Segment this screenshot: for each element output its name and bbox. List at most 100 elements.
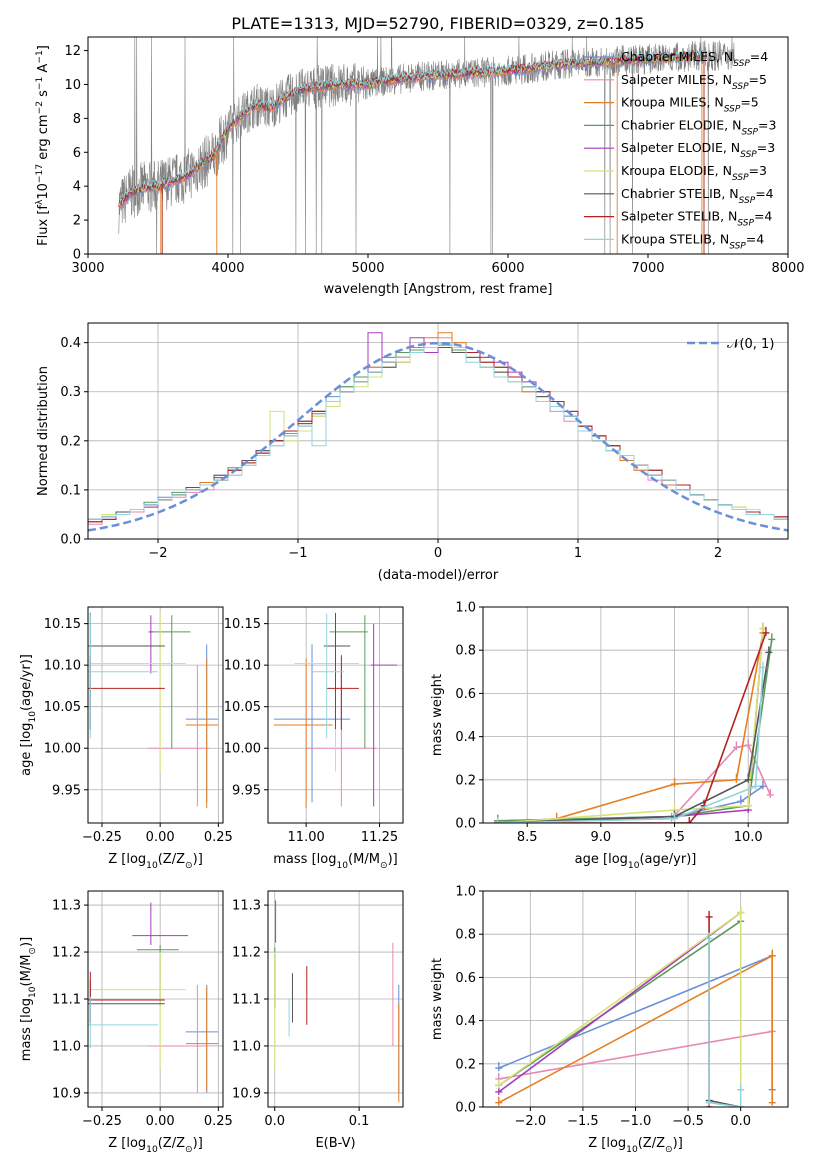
weight-line bbox=[498, 920, 742, 1087]
legend-label: Salpeter STELIB, NSSP=4 bbox=[621, 209, 772, 229]
x-tick-label: 9.0 bbox=[591, 830, 612, 845]
x-axis-label: Z [log10(Z/Z⊙)] bbox=[108, 1136, 203, 1155]
x-axis-label-part: ⊙ bbox=[665, 1145, 673, 1155]
x-tick-label: 7000 bbox=[631, 261, 664, 276]
weight-line bbox=[498, 1030, 773, 1080]
x-tick-label: 0.25 bbox=[204, 1114, 233, 1129]
x-axis-label: Z [log10(Z/Z⊙)] bbox=[588, 1136, 683, 1155]
y-tick-label: 11.0 bbox=[52, 1039, 81, 1054]
y-tick-label: 11.3 bbox=[232, 899, 261, 914]
x-axis-label-part: ⊙ bbox=[185, 1145, 193, 1155]
errorbar-data bbox=[274, 900, 400, 1103]
legend-nssp-sub: SSP bbox=[732, 173, 749, 183]
y-tick-label: 0.1 bbox=[60, 483, 81, 498]
y-tick-label: 11.1 bbox=[52, 993, 81, 1008]
axes-frame bbox=[87, 36, 789, 255]
x-tick-label: 1 bbox=[574, 546, 582, 561]
y-tick-label: 0.2 bbox=[455, 1057, 476, 1072]
legend-nssp-value: =3 bbox=[757, 140, 775, 155]
x-axis-label-part: )] bbox=[673, 1136, 683, 1151]
x-axis-label-part: 10 bbox=[628, 861, 640, 871]
weight-line bbox=[497, 628, 764, 823]
x-tick-label: 8.5 bbox=[517, 830, 538, 845]
x-tick-label: 11.00 bbox=[288, 830, 325, 845]
x-tick-label: 0.25 bbox=[204, 830, 233, 845]
weight-data bbox=[495, 906, 776, 1107]
y-tick-label: 12 bbox=[64, 44, 81, 59]
x-axis-label-part: 10 bbox=[626, 1145, 638, 1155]
legend-nssp-sub: SSP bbox=[733, 59, 750, 69]
x-axis-label-part: (Z/Z bbox=[158, 1136, 185, 1151]
y-tick-label: 10.9 bbox=[52, 1086, 81, 1101]
residual-data bbox=[88, 332, 788, 532]
y-tick-label: 1.0 bbox=[455, 885, 476, 900]
y-tick-label: 11.0 bbox=[232, 1039, 261, 1054]
y-tick-label: 10.15 bbox=[44, 617, 81, 632]
y-tick-label: 0.0 bbox=[60, 533, 81, 548]
x-axis-label-part: )] bbox=[193, 1136, 203, 1151]
legend-nssp-value: =4 bbox=[754, 209, 772, 224]
legend-nssp-sub: SSP bbox=[729, 241, 746, 251]
x-axis-label-part: ⊙ bbox=[380, 861, 388, 871]
x-tick-label: −1.5 bbox=[567, 1114, 599, 1129]
y-tick-label: 10 bbox=[64, 78, 81, 93]
y-tick-label: 0.8 bbox=[455, 928, 476, 943]
y-axis-label: mass weight bbox=[430, 958, 445, 1040]
y-axis-label-part: Flux [f bbox=[36, 205, 51, 246]
x-axis-label-part: mass [log bbox=[273, 852, 336, 867]
y-tick-label: 10.9 bbox=[232, 1086, 261, 1101]
chart-weight_vs_age: 8.5 9.0 9.5 10.0 0.0 0.2 0.4 0.6 0.8 1.0 age [log1… bbox=[430, 601, 789, 871]
chart-weight_vs_Z: −2.0 −1.5 −1.0 −0.5 0.0 0.0 0.2 0.4 0.6 0.8 1.0 Z [… bbox=[430, 885, 789, 1155]
y-axis-label: Flux [fλ10−17 erg cm−2 s−1 A−1] bbox=[35, 45, 51, 246]
y-tick-label: 0.4 bbox=[60, 336, 81, 351]
observed-spectrum bbox=[118, 37, 736, 254]
legend-label: Salpeter MILES, NSSP=5 bbox=[621, 72, 767, 92]
chart-age_vs_mass: 11.00 11.25 9.95 10.00 10.05 10.10 10.15 mass [… bbox=[224, 606, 404, 871]
legend-label: Chabrier STELIB, NSSP=4 bbox=[621, 186, 774, 206]
x-axis-label-part: Z [log bbox=[588, 1136, 626, 1151]
legend-nssp-value: =3 bbox=[758, 117, 776, 132]
x-tick-label: 0.00 bbox=[146, 830, 175, 845]
x-tick-label: −0.5 bbox=[672, 1114, 704, 1129]
x-axis-label: E(B-V) bbox=[315, 1136, 355, 1151]
x-tick-label: 8000 bbox=[771, 261, 804, 276]
y-tick-label: 10.05 bbox=[224, 700, 261, 715]
x-axis-label: age [log10(age/yr)] bbox=[575, 852, 697, 871]
errorbar-data bbox=[88, 612, 219, 809]
x-tick-label: 0.00 bbox=[146, 1114, 175, 1129]
legend-nssp-sub: SSP bbox=[740, 150, 757, 160]
x-axis-label-part: Z [log bbox=[108, 852, 146, 867]
chart-spectrum: 3000 4000 5000 6000 7000 8000 0 2 4 6 8 10 12 Chabrie… bbox=[35, 36, 805, 297]
y-axis-label-part: age [log bbox=[19, 723, 34, 776]
legend-nssp-value: =4 bbox=[746, 231, 764, 246]
x-axis-label-part: (Z/Z bbox=[638, 1136, 665, 1151]
legend-nssp-value: =3 bbox=[749, 163, 767, 178]
y-tick-label: 10.15 bbox=[224, 617, 261, 632]
y-tick-label: 0.4 bbox=[455, 730, 476, 745]
model-spectrum bbox=[118, 49, 704, 206]
x-axis-label-part: age [log bbox=[575, 852, 628, 867]
weight-line bbox=[497, 652, 770, 823]
legend-nssp-sub: SSP bbox=[724, 105, 741, 115]
x-tick-label: 4000 bbox=[211, 261, 244, 276]
y-tick-label: 11.2 bbox=[52, 946, 81, 961]
y-axis-label-part: s bbox=[36, 90, 51, 101]
x-tick-label: 2 bbox=[714, 546, 722, 561]
legend-nssp-sub: SSP bbox=[739, 196, 756, 206]
chart-mass_vs_ebv: 0.0 0.1 10.9 11.0 11.1 11.2 11.3 E(B-V) bbox=[232, 890, 404, 1151]
y-tick-label: 0.2 bbox=[455, 773, 476, 788]
y-tick-label: 8 bbox=[73, 112, 81, 127]
x-axis-label-part: (age/yr)] bbox=[639, 852, 696, 867]
axes-frame bbox=[482, 606, 789, 824]
legend-nssp-sub: SSP bbox=[732, 82, 749, 92]
x-axis-label-part: (Z/Z bbox=[158, 852, 185, 867]
y-axis-label-part: 10 bbox=[28, 711, 38, 723]
x-tick-label: 10.0 bbox=[734, 830, 763, 845]
y-axis-label-part: ] bbox=[36, 45, 51, 50]
y-axis-label-part: mass [log bbox=[19, 998, 34, 1061]
y-axis-label-part: −1 bbox=[35, 50, 45, 63]
weight-line bbox=[498, 911, 742, 1093]
legend-label: Kroupa STELIB, NSSP=4 bbox=[621, 231, 764, 251]
